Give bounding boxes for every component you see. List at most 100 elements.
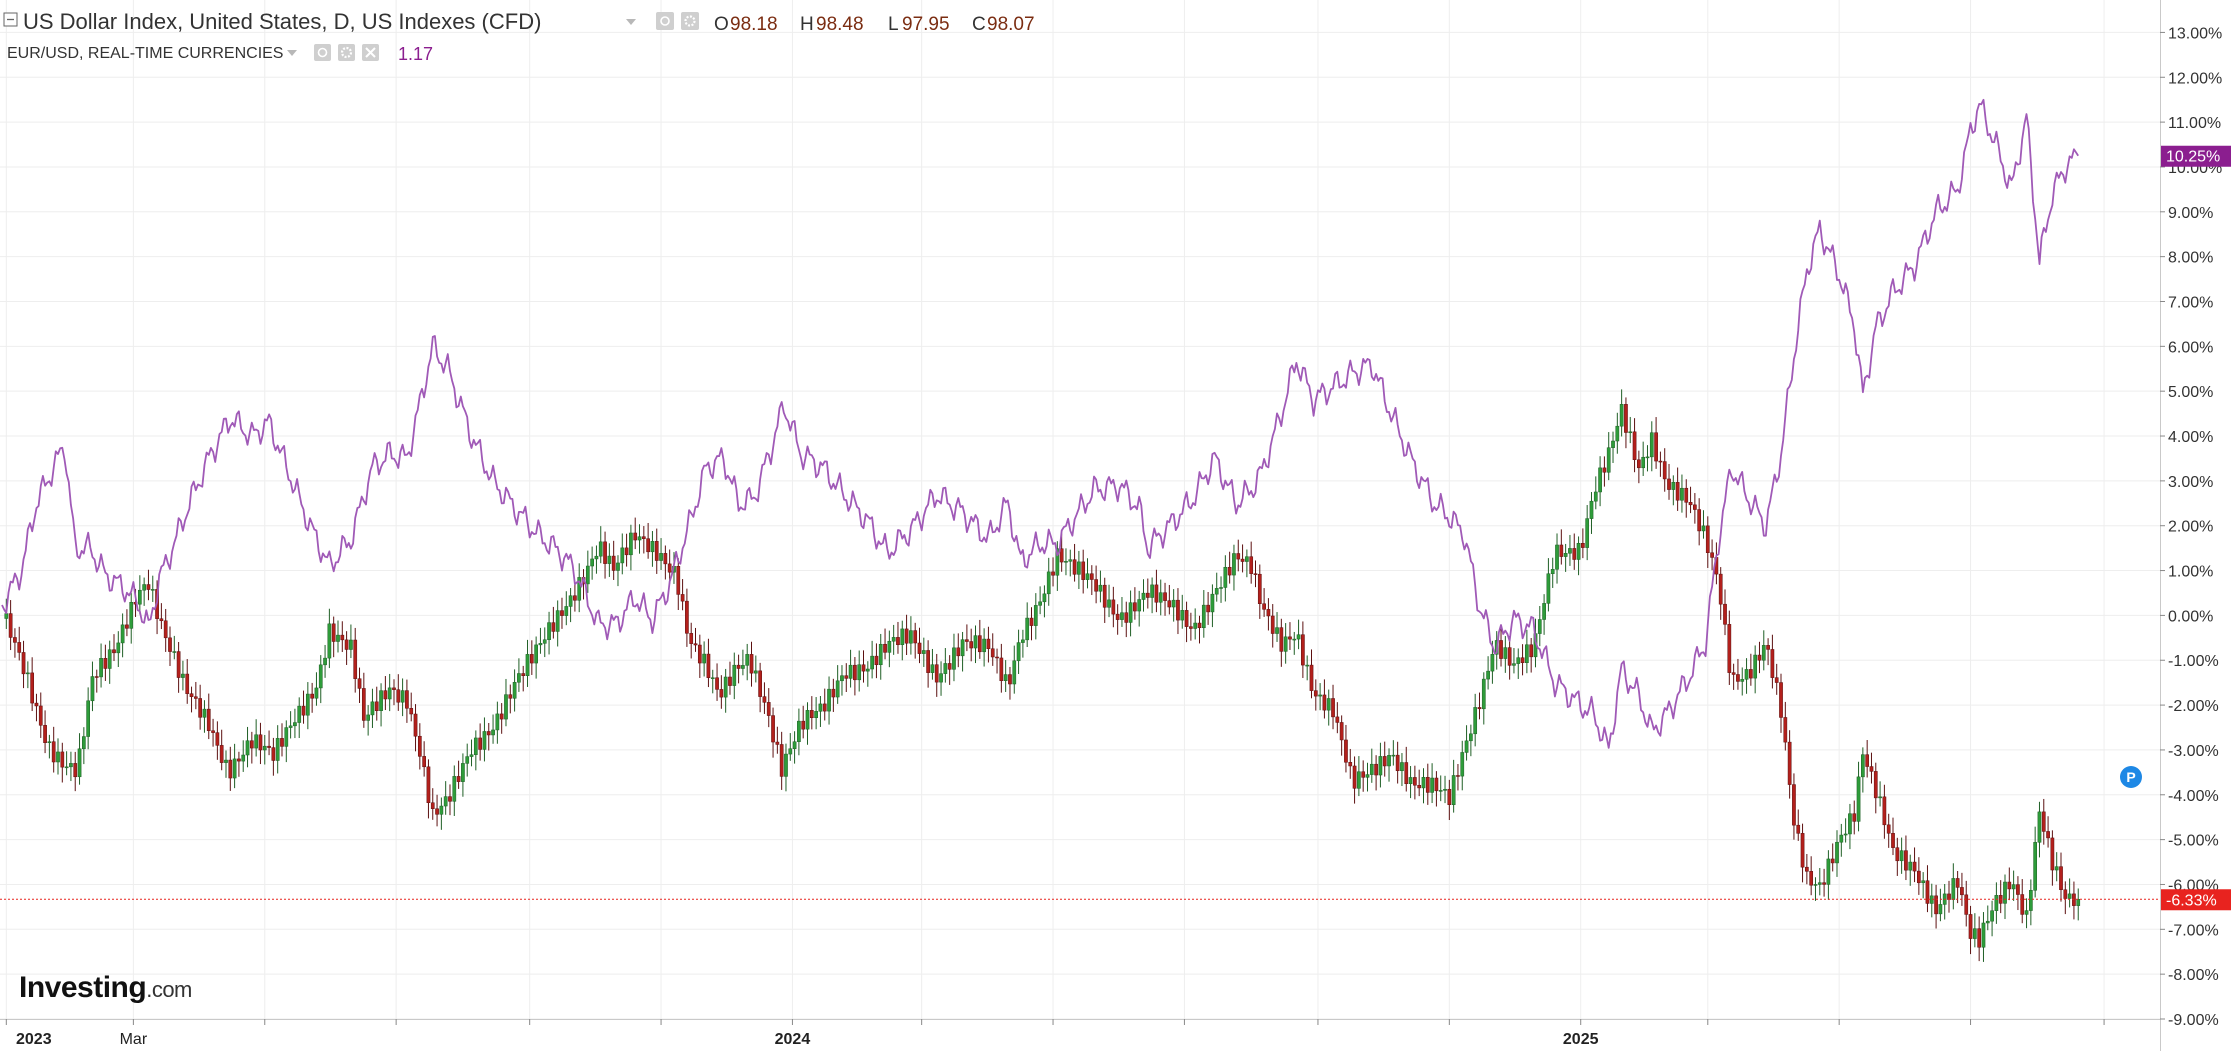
investing-logo[interactable]: Investing.com — [19, 971, 192, 1004]
candle-body — [486, 731, 491, 736]
candle-body — [125, 624, 129, 629]
p-marker-circle[interactable] — [2120, 766, 2142, 788]
candle-body — [1425, 777, 1430, 793]
candle-body — [1977, 928, 1982, 948]
candle-body — [1064, 561, 1068, 563]
legend-main-settings-icon[interactable] — [681, 12, 699, 30]
candle-body — [142, 584, 146, 591]
candle-body — [2033, 842, 2038, 891]
y-tick-label: -4.00% — [2168, 788, 2219, 805]
candle-body — [224, 759, 228, 763]
candle-body — [1568, 548, 1572, 554]
candle-body — [8, 613, 13, 638]
candle-body — [1796, 824, 1801, 834]
candle-body — [620, 547, 625, 564]
candle-body — [51, 741, 56, 763]
candle-body — [305, 693, 310, 716]
candle-body — [267, 745, 271, 748]
legend-compare-dropdown-icon[interactable] — [287, 50, 297, 56]
price-axis[interactable]: 13.00%12.00%11.00%10.00%9.00%8.00%7.00%6… — [2160, 25, 2222, 1029]
candle-body — [930, 664, 935, 673]
candle-body — [1671, 482, 1676, 490]
candle-body — [999, 657, 1004, 682]
candle-body — [13, 637, 17, 643]
candle-body — [676, 566, 681, 595]
candle-body — [878, 643, 883, 666]
legend-main-title: US Dollar Index, United States, D, US In… — [23, 9, 541, 34]
candle-body — [822, 703, 827, 712]
candle-body — [64, 766, 69, 769]
compare-series-line — [1, 98, 2079, 749]
candle-body — [1869, 766, 1874, 772]
candle-body — [430, 802, 435, 809]
candle-body — [529, 654, 534, 664]
candle-body — [1283, 636, 1288, 652]
time-axis[interactable]: 2023 Mar 2024 2025 — [5, 1019, 2105, 1048]
logo-text-main: Investing — [19, 971, 146, 1004]
candle-body — [947, 663, 952, 670]
candle-body — [1740, 679, 1745, 682]
candle-body — [1572, 548, 1577, 560]
legend-main-dropdown-icon[interactable] — [626, 19, 636, 25]
candle-body — [1089, 573, 1094, 580]
candle-body — [715, 677, 719, 690]
candle-body — [1038, 601, 1042, 606]
candle-body — [1120, 612, 1124, 620]
candle-body — [1542, 603, 1546, 620]
candle-body — [1736, 674, 1740, 682]
candle-body — [137, 589, 142, 605]
candle-body — [616, 562, 620, 571]
candle-body — [1214, 588, 1219, 595]
candle-body — [185, 673, 190, 694]
candle-body — [1688, 502, 1693, 506]
candle-body — [1128, 602, 1133, 623]
candle-body — [525, 654, 530, 676]
candle-body — [1193, 622, 1198, 629]
p-marker[interactable]: P — [2120, 766, 2142, 788]
candle-body — [1895, 847, 1900, 862]
candle-body — [900, 628, 905, 646]
candle-body — [1184, 610, 1189, 627]
candle-body — [1525, 644, 1529, 663]
candle-body — [237, 758, 241, 762]
candle-body — [1016, 642, 1021, 662]
candle-body — [448, 796, 452, 802]
candle-body — [784, 753, 788, 777]
candle-body — [1865, 754, 1870, 767]
candle-body — [1141, 592, 1146, 600]
candle-body — [1464, 740, 1469, 753]
candle-body — [318, 664, 323, 689]
y-tick-label: -2.00% — [2168, 698, 2219, 715]
candle-body — [1766, 645, 1770, 650]
legend-compare[interactable]: EUR/USD, REAL-TIME CURRENCIES 1.17 — [7, 44, 433, 64]
candle-body — [1189, 626, 1193, 629]
candle-body — [1154, 584, 1159, 603]
candle-body — [1417, 784, 1422, 789]
candle-body — [1253, 573, 1258, 575]
legend-main-visibility-icon[interactable] — [656, 12, 674, 30]
candle-body — [301, 705, 306, 716]
candle-body — [469, 754, 474, 757]
candle-body — [1257, 573, 1262, 604]
candle-body — [1456, 775, 1460, 777]
candle-body — [1744, 669, 1749, 680]
candle-body — [112, 649, 116, 654]
legend-main[interactable]: US Dollar Index, United States, D, US In… — [3, 9, 1035, 35]
candle-body — [1206, 604, 1210, 613]
candle-body — [30, 672, 35, 704]
candle-body — [598, 541, 603, 557]
candle-body — [1981, 922, 1986, 948]
candle-body — [245, 740, 250, 756]
legend-compare-settings-icon[interactable] — [338, 44, 355, 61]
candle-body — [1761, 645, 1766, 661]
candle-body — [1805, 866, 1809, 872]
candle-body — [883, 643, 887, 653]
legend-compare-title: EUR/USD, REAL-TIME CURRENCIES — [7, 45, 283, 62]
candle-body — [77, 748, 82, 778]
logo-text-suffix: .com — [146, 977, 192, 1002]
candle-body — [1072, 559, 1077, 575]
candle-body — [1469, 733, 1473, 742]
legend-compare-visibility-icon[interactable] — [314, 44, 331, 61]
candle-body — [1180, 610, 1185, 621]
